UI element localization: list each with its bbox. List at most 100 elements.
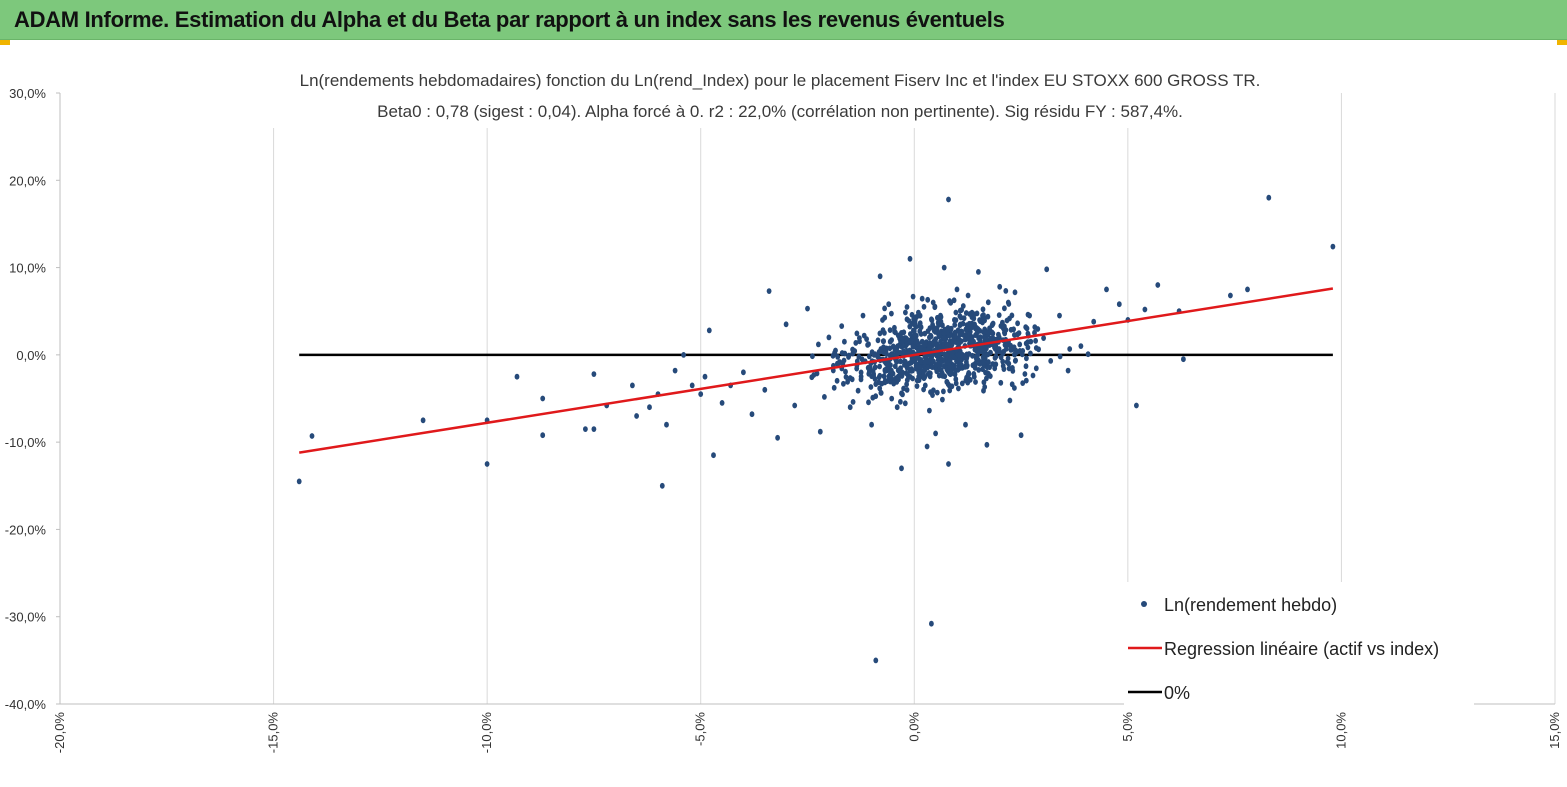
data-point xyxy=(933,430,938,437)
data-point xyxy=(913,364,919,371)
data-point xyxy=(871,372,876,379)
data-point xyxy=(922,341,927,348)
report-banner: ADAM Informe. Estimation du Alpha et du … xyxy=(0,0,1567,40)
data-point xyxy=(922,347,927,353)
data-point xyxy=(845,378,850,385)
data-point xyxy=(1181,356,1186,363)
data-point xyxy=(1008,347,1014,353)
data-point xyxy=(1104,286,1109,293)
data-point xyxy=(775,434,780,441)
data-point xyxy=(929,620,934,627)
data-point xyxy=(1013,357,1018,364)
data-point xyxy=(839,323,845,329)
data-point xyxy=(911,321,917,328)
data-point xyxy=(921,303,927,310)
data-point xyxy=(925,296,931,303)
data-point xyxy=(980,306,986,313)
data-point xyxy=(973,379,978,385)
data-point xyxy=(934,341,940,348)
data-point xyxy=(881,338,886,345)
data-point xyxy=(1067,346,1073,352)
data-point xyxy=(984,441,990,448)
data-point xyxy=(875,354,881,361)
data-point xyxy=(946,196,951,203)
y-tick-label: 10,0% xyxy=(9,261,46,276)
data-point xyxy=(901,385,906,392)
data-point xyxy=(1048,358,1054,364)
data-point xyxy=(982,317,987,324)
data-point xyxy=(830,352,836,359)
data-point xyxy=(1044,266,1050,273)
x-tick-label: 0,0% xyxy=(906,712,921,742)
x-tick-label: -10,0% xyxy=(479,712,494,754)
x-tick-label: -20,0% xyxy=(52,712,67,754)
data-point xyxy=(911,328,917,335)
data-point xyxy=(878,346,884,352)
data-point xyxy=(898,365,903,371)
data-point xyxy=(988,349,993,356)
data-point xyxy=(1091,318,1097,325)
data-point xyxy=(1012,332,1017,338)
data-point xyxy=(689,382,695,389)
data-point xyxy=(921,372,926,379)
data-point xyxy=(741,369,746,376)
data-point xyxy=(1007,397,1013,404)
data-point xyxy=(974,347,980,354)
data-point xyxy=(908,331,913,337)
data-point xyxy=(484,461,490,467)
data-point xyxy=(965,292,971,299)
data-point xyxy=(902,361,908,368)
data-point xyxy=(931,387,936,394)
data-point xyxy=(957,330,963,337)
data-point xyxy=(904,377,910,383)
data-point xyxy=(992,365,998,372)
chart-subtitle: Beta0 : 0,78 (sigest : 0,04). Alpha forc… xyxy=(377,102,1183,121)
data-point xyxy=(957,307,963,314)
x-tick-label: -15,0% xyxy=(266,712,281,754)
corner-marker-right xyxy=(1557,40,1567,45)
data-point xyxy=(921,386,926,393)
data-point xyxy=(907,255,913,262)
data-point xyxy=(946,332,952,339)
data-point xyxy=(887,327,893,333)
data-point xyxy=(882,330,887,336)
data-point xyxy=(875,337,881,344)
data-point xyxy=(841,380,846,387)
data-point xyxy=(1020,380,1026,386)
data-point xyxy=(814,370,820,377)
data-point xyxy=(540,432,546,439)
data-point xyxy=(1025,344,1031,351)
data-point xyxy=(963,421,968,428)
data-point xyxy=(886,301,892,308)
data-point xyxy=(1065,367,1071,374)
title-backdrop xyxy=(254,66,1314,128)
data-point xyxy=(918,357,924,363)
data-point xyxy=(1134,402,1139,409)
data-point xyxy=(850,346,855,353)
data-point xyxy=(949,383,955,390)
data-point xyxy=(1027,312,1032,319)
data-point xyxy=(873,393,879,400)
data-point xyxy=(634,413,639,419)
data-point xyxy=(894,404,900,411)
data-point xyxy=(877,372,883,379)
data-point xyxy=(933,336,939,342)
data-point xyxy=(880,317,885,323)
data-point xyxy=(1006,365,1012,372)
data-point xyxy=(984,375,989,382)
data-point xyxy=(846,352,852,359)
data-point xyxy=(971,371,977,377)
data-point xyxy=(949,370,954,377)
data-point xyxy=(896,376,901,383)
data-point xyxy=(889,310,894,317)
y-tick-label: -40,0% xyxy=(5,697,47,712)
data-point xyxy=(953,317,959,323)
y-tick-label: -10,0% xyxy=(5,435,47,450)
data-point xyxy=(932,303,938,310)
data-point xyxy=(1000,363,1006,369)
data-point xyxy=(912,314,918,321)
legend-label-regression: Regression linéaire (actif vs index) xyxy=(1164,639,1439,659)
data-point xyxy=(1001,348,1007,355)
data-point xyxy=(1025,339,1031,345)
data-point xyxy=(843,368,848,375)
